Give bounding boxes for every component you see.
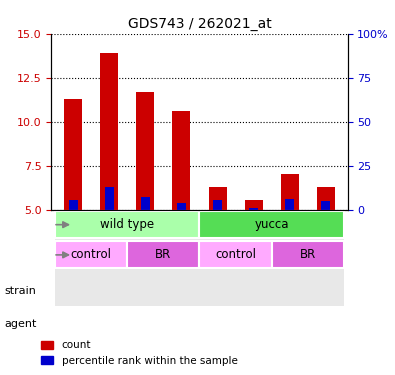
Bar — [249, 208, 258, 210]
Text: GSM13421: GSM13421 — [104, 211, 114, 268]
Bar — [68, 200, 77, 210]
FancyBboxPatch shape — [272, 210, 308, 306]
Text: GSM13420: GSM13420 — [68, 211, 78, 268]
Bar — [136, 92, 154, 210]
FancyBboxPatch shape — [308, 210, 344, 306]
FancyBboxPatch shape — [199, 211, 344, 238]
FancyBboxPatch shape — [55, 211, 199, 238]
Text: GSM13427: GSM13427 — [249, 211, 259, 268]
FancyBboxPatch shape — [127, 241, 199, 268]
FancyBboxPatch shape — [272, 241, 344, 268]
Bar — [245, 200, 263, 210]
FancyBboxPatch shape — [164, 210, 199, 306]
Bar — [281, 174, 299, 210]
Text: wild type: wild type — [100, 218, 154, 231]
Legend: count, percentile rank within the sample: count, percentile rank within the sample — [37, 336, 242, 370]
Bar — [285, 199, 294, 210]
Bar — [213, 200, 222, 210]
FancyBboxPatch shape — [127, 210, 164, 306]
Bar — [105, 187, 114, 210]
Bar — [141, 197, 150, 210]
Text: GSM13426: GSM13426 — [213, 211, 222, 268]
Bar — [100, 53, 118, 210]
Bar — [209, 187, 227, 210]
Bar — [317, 187, 335, 210]
Text: strain: strain — [4, 286, 36, 296]
Text: BR: BR — [300, 248, 316, 261]
Bar — [64, 99, 82, 210]
Bar — [172, 111, 190, 210]
Title: GDS743 / 262021_at: GDS743 / 262021_at — [128, 17, 271, 32]
FancyBboxPatch shape — [235, 210, 272, 306]
Bar — [177, 202, 186, 210]
Text: GSM13423: GSM13423 — [140, 211, 150, 268]
Bar — [322, 201, 331, 210]
Text: GSM13428: GSM13428 — [285, 211, 295, 268]
Text: GSM13429: GSM13429 — [321, 211, 331, 268]
Text: control: control — [215, 248, 256, 261]
FancyBboxPatch shape — [199, 210, 235, 306]
Text: agent: agent — [4, 320, 36, 329]
Text: BR: BR — [155, 248, 171, 261]
FancyBboxPatch shape — [55, 210, 91, 306]
Text: control: control — [71, 248, 112, 261]
FancyBboxPatch shape — [55, 241, 127, 268]
Text: yucca: yucca — [254, 218, 289, 231]
FancyBboxPatch shape — [199, 241, 272, 268]
FancyBboxPatch shape — [91, 210, 127, 306]
Text: GSM13424: GSM13424 — [177, 211, 186, 268]
